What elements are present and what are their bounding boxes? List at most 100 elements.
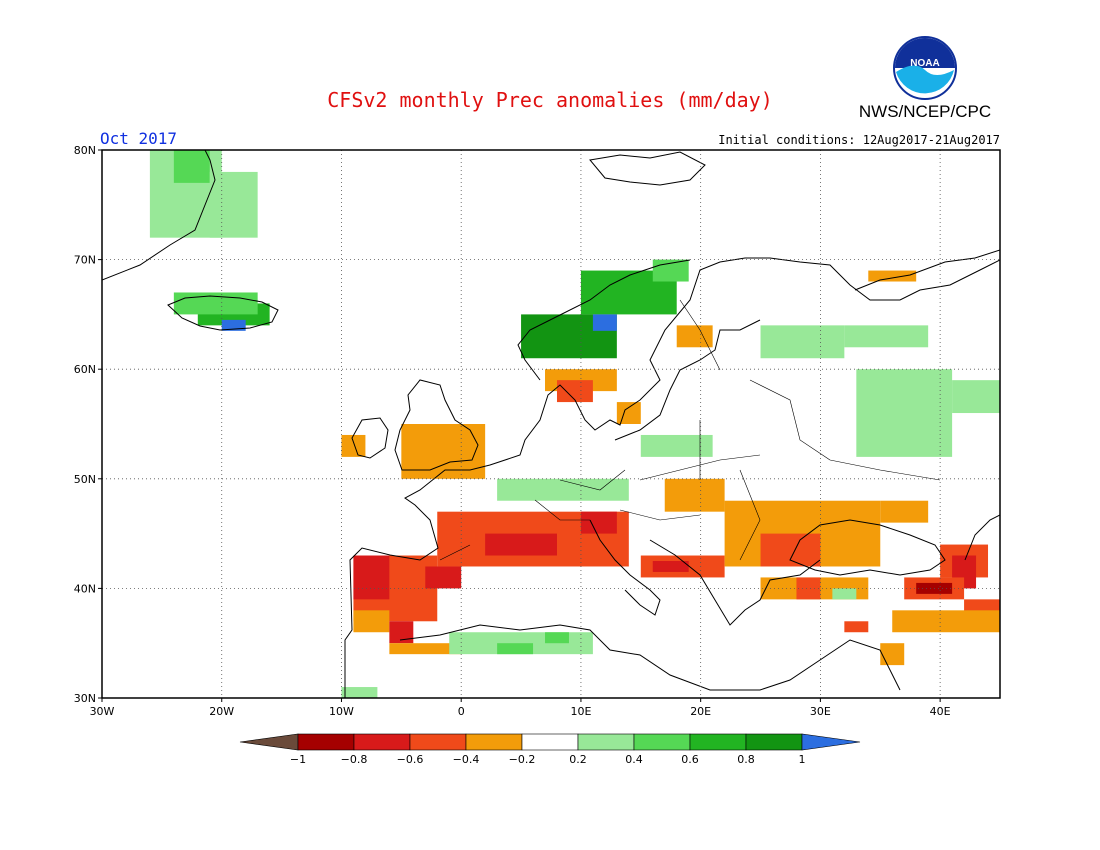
coast-iceland [167,295,279,331]
lon-tick-label: 10W [329,705,354,718]
coast-italy [589,519,661,616]
coast-blacksea [789,519,946,576]
forecast-month: Oct 2017 [100,129,178,148]
anomaly-cell [856,369,953,457]
anomaly-cell [341,687,378,698]
anomaly-cell [497,643,534,655]
anomaly-cell [209,171,258,238]
anomaly-cell [353,610,390,633]
colorbar-label: −0.2 [509,753,536,766]
lon-tick-label: 30E [810,705,831,718]
lat-tick-labels: 30N 40N 50N 60N 70N 80N [74,144,102,705]
lat-tick-label: 50N [74,473,96,486]
coast-balkans [649,539,821,626]
colorbar-left-arrow [239,733,299,751]
borders [439,299,941,561]
anomaly-cell [760,533,821,567]
colorbar-segment [689,733,747,751]
graticule [102,150,1000,698]
lat-tick-label: 70N [74,254,96,267]
anomaly-cell [640,434,713,457]
anomaly-cell [892,610,1000,633]
anomaly-cell [844,621,869,633]
lon-tick-label: 10E [570,705,591,718]
colorbar-segment [409,733,467,751]
anomaly-cell [389,643,462,655]
anomaly-cell [880,643,905,666]
lon-tick-label: 20W [209,705,234,718]
border-lines [439,299,941,561]
lat-tick-label: 30N [74,692,96,705]
lon-tick-label: 20E [690,705,711,718]
anomaly-cell [952,380,1000,414]
coastlines [102,150,1000,698]
coast-europe [344,257,1000,698]
colorbar-label: −1 [290,753,306,766]
lon-tick-labels: 30W 20W 10W 0 10E 20E 30E 40E [90,698,951,718]
colorbar-segment [577,733,635,751]
anomaly-cell [796,577,821,600]
lat-tick-label: 60N [74,363,96,376]
colorbar-segment [521,733,579,751]
anomaly-cell [868,270,917,282]
anomaly-cell [592,314,617,331]
anomaly-cell [425,566,462,589]
colorbar: −1 −0.8 −0.6 −0.4 −0.2 0.2 0.4 0.6 0.8 1 [239,733,861,766]
anomaly-cell [832,588,857,600]
anomaly-cell [173,292,258,315]
anomaly-cell [652,561,689,572]
colorbar-right-arrow [801,733,861,751]
coast-med [399,624,901,691]
anomaly-cell [221,319,246,331]
initial-conditions: Initial conditions: 12Aug2017-21Aug2017 [718,133,1000,147]
lon-tick-label: 0 [458,705,465,718]
anomaly-cell [389,621,414,644]
colorbar-segment [297,733,355,751]
agency-label: NWS/NCEP/CPC [858,102,992,121]
colorbar-segment [465,733,523,751]
coast-baltic [614,319,761,441]
anomaly-cell [353,555,390,600]
colorbar-segment [745,733,803,751]
colorbar-label: 0.2 [569,753,587,766]
coast-novaya [854,249,1000,291]
anomaly-cell [844,325,929,348]
colorbar-label: −0.6 [397,753,424,766]
lon-tick-label: 30W [90,705,115,718]
colorbar-label: −0.8 [341,753,368,766]
coast-norway [517,259,691,381]
anomaly-cell [341,434,366,457]
colorbar-label: 0.4 [625,753,643,766]
map-title: CFSv2 monthly Prec anomalies (mm/day) [327,88,773,112]
colorbar-segment [353,733,411,751]
anomaly-cell [173,150,210,183]
colorbar-segment [633,733,691,751]
anomaly-cell [401,424,486,479]
colorbar-label: 1 [799,753,806,766]
anomaly-cell [545,632,569,644]
anomaly-cell [497,478,629,501]
colorbar-label: 0.6 [681,753,699,766]
lat-tick-label: 40N [74,582,96,595]
coast-greenland [102,150,216,281]
anomaly-cell [760,325,845,359]
anomaly-cell [676,325,713,348]
lat-tick-label: 80N [74,144,96,157]
coast-ireland [351,417,389,459]
anomaly-cell [556,380,593,403]
coast-britain [394,379,479,471]
colorbar-label: 0.8 [737,753,755,766]
noaa-logo-icon: NOAA [893,36,957,100]
noaa-logo-text: NOAA [910,58,939,69]
anomaly-layer [149,150,1000,698]
coast-svalbard [589,151,706,186]
map-frame [101,149,1001,699]
anomaly-cell [616,402,641,424]
anomaly-cell [880,500,929,523]
colorbar-label: −0.4 [453,753,480,766]
anomaly-cell [485,533,557,556]
lon-tick-label: 40E [930,705,951,718]
anomaly-cell [664,478,725,512]
anomaly-cell [580,511,617,534]
